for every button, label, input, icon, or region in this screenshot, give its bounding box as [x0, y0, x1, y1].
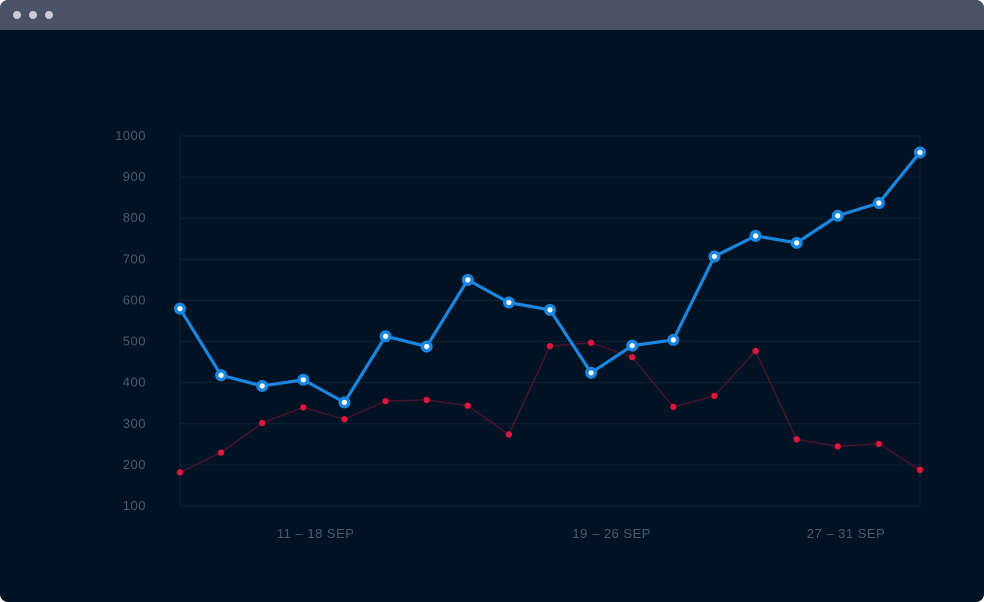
close-dot-icon[interactable] — [13, 11, 21, 19]
series-red-point — [217, 449, 225, 456]
series-blue-point-center — [547, 307, 553, 313]
series-red-point — [916, 466, 924, 474]
series-blue-point-center — [794, 240, 800, 246]
maximize-dot-icon[interactable] — [45, 11, 53, 19]
series-red-point — [546, 342, 554, 350]
series-red-line — [179, 342, 921, 473]
series-blue-point-center — [259, 383, 265, 389]
series-blue-point-center — [341, 399, 348, 405]
series-blue-point-center — [177, 306, 183, 312]
series-blue-point-center — [835, 213, 841, 219]
series-red-point — [629, 353, 636, 361]
series-blue-point-center — [506, 299, 512, 306]
y-tick-label: 200 — [123, 457, 146, 472]
y-tick-label: 300 — [123, 416, 146, 431]
series-red-point — [793, 436, 800, 443]
series-red-point — [423, 396, 430, 404]
x-tick-label: 19 – 26 SEP — [572, 526, 651, 541]
window-titlebar — [0, 0, 984, 30]
series-blue-line — [178, 151, 922, 404]
series-blue-point-center — [752, 233, 759, 239]
series-red-point — [505, 431, 513, 438]
chart-area: 100 200 300 400 500 600 700 800 900 1000 11 – 18 S… — [0, 30, 984, 602]
series-red-point — [341, 416, 348, 423]
y-tick-label: 100 — [123, 498, 146, 513]
y-tick-label: 800 — [123, 210, 146, 225]
series-red-point — [300, 404, 307, 411]
series-blue-point-center — [424, 343, 430, 350]
series-red-point — [176, 469, 184, 476]
y-tick-label: 400 — [123, 375, 146, 390]
y-tick-label: 600 — [123, 292, 146, 307]
minimize-dot-icon[interactable] — [29, 11, 37, 19]
series-red-point — [875, 440, 883, 448]
y-tick-label: 500 — [123, 334, 146, 349]
series-red-point — [670, 403, 677, 411]
series-blue-point-center — [629, 343, 635, 349]
y-tick-label: 900 — [123, 169, 146, 184]
series-red-point — [752, 347, 759, 355]
x-tick-label: 11 – 18 SEP — [277, 526, 355, 541]
line-chart: 100 200 300 400 500 600 700 800 900 1000 11 – 18 S… — [115, 128, 926, 541]
series-blue-point-center — [218, 372, 224, 378]
series-red-point — [711, 392, 718, 400]
y-tick-label: 700 — [123, 251, 146, 266]
series-red-point — [587, 339, 595, 346]
series-red-point — [259, 419, 266, 427]
x-tick-label: 27 – 31 SEP — [807, 526, 886, 541]
series-red-point — [834, 443, 841, 450]
series-blue-point-center — [465, 277, 471, 283]
series-blue-point-center — [711, 253, 718, 260]
series-blue-point-center — [917, 149, 923, 156]
series-red-point — [464, 402, 471, 409]
series-red-point — [382, 397, 389, 405]
series-blue-point-center — [588, 370, 594, 376]
y-tick-label: 1000 — [115, 128, 146, 143]
series-blue-point-center — [300, 377, 306, 383]
series-blue-point-center — [876, 200, 882, 206]
series-blue-point-center — [670, 337, 676, 343]
series-blue-point-center — [382, 333, 389, 339]
